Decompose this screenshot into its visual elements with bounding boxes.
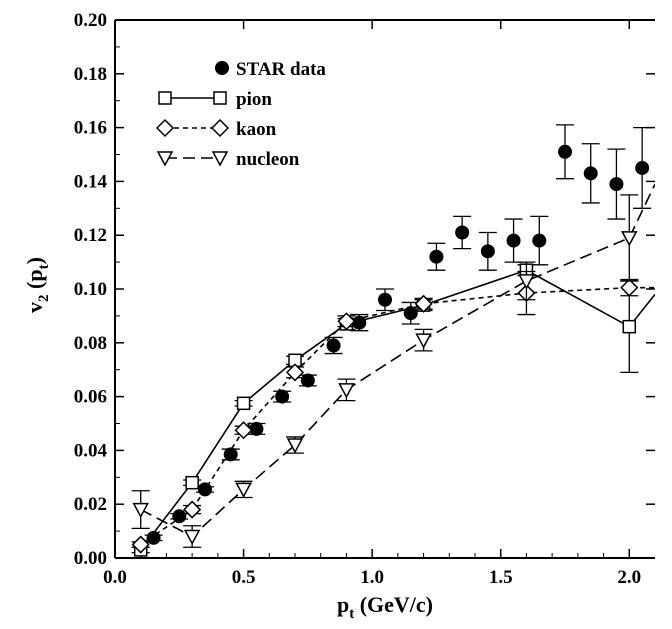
data-point (185, 475, 199, 490)
x-axis: 0.0 0.5 1.0 1.5 2.0 (103, 20, 641, 588)
data-point (415, 333, 432, 349)
data-point (285, 363, 305, 382)
data-point (621, 231, 638, 247)
data-point (198, 482, 212, 497)
data-point (337, 312, 356, 331)
y-tick-label: 0.10 (74, 279, 107, 300)
y-tick-label: 0.00 (74, 548, 107, 569)
data-point (158, 91, 172, 105)
series-line (140, 183, 655, 538)
legend: STAR data pion kaon nucleon (155, 59, 326, 170)
x-tick-label: 1.5 (489, 567, 513, 588)
y-tick-label: 0.14 (74, 171, 108, 192)
data-point (183, 500, 202, 519)
y-axis: 0.00 0.02 0.04 0.06 0.08 0.10 0.12 0.14 0.16 0.18… (74, 10, 655, 569)
data-point (620, 278, 639, 297)
x-tick-label: 0.0 (103, 567, 127, 588)
legend-label: pion (236, 89, 272, 110)
data-point (455, 225, 470, 240)
y-tick-label: 0.04 (74, 440, 108, 461)
data-point (429, 249, 444, 264)
data-point (131, 535, 150, 554)
series-pion (131, 263, 655, 557)
data-point (480, 244, 495, 259)
data-point (558, 144, 572, 159)
data-point (286, 438, 304, 454)
data-point (583, 166, 598, 181)
data-point (532, 233, 547, 248)
data-point (635, 160, 650, 175)
x-tick-label: 1.0 (360, 567, 384, 588)
data-point (172, 509, 187, 524)
legend-label: STAR data (236, 59, 326, 80)
data-point (518, 274, 535, 290)
data-point (609, 177, 624, 192)
series-star-data (144, 124, 652, 545)
data-point (378, 292, 392, 307)
data-point (326, 338, 341, 353)
x-tick-label: 2.0 (617, 567, 641, 588)
series-line (140, 286, 655, 546)
data-point (414, 294, 433, 313)
y-tick-label: 0.20 (74, 10, 107, 31)
legend-item-nucleon: nucleon (156, 149, 300, 170)
y-tick-label: 0.02 (74, 494, 107, 515)
data-point (235, 482, 252, 498)
data-point (234, 421, 253, 440)
series-layer (131, 124, 655, 557)
data-point (156, 151, 174, 167)
legend-label: nucleon (236, 149, 300, 170)
y-tick-label: 0.12 (74, 225, 107, 246)
data-point (132, 502, 149, 519)
y-tick-label: 0.06 (74, 387, 107, 408)
data-point (155, 118, 175, 138)
data-point (183, 529, 201, 546)
series-nucleon (131, 183, 655, 548)
data-point (211, 151, 229, 167)
y-axis-title: v2 (pt) (22, 257, 52, 313)
series-kaon (131, 270, 655, 554)
y-tick-label: 0.18 (74, 64, 107, 85)
data-point (215, 61, 229, 75)
series-line (140, 269, 655, 551)
legend-label: kaon (236, 119, 277, 140)
data-point (338, 383, 355, 399)
data-point (622, 319, 637, 334)
data-point (236, 396, 251, 411)
data-point (223, 447, 238, 462)
data-point (506, 233, 521, 248)
y-tick-label: 0.16 (74, 118, 107, 139)
legend-item-kaon: kaon (155, 118, 277, 140)
legend-item-star-data: STAR data (215, 59, 326, 80)
data-point (249, 421, 264, 436)
data-point (213, 91, 227, 105)
x-tick-label: 0.5 (232, 567, 256, 588)
data-point (275, 389, 290, 404)
data-point (300, 373, 315, 388)
data-point (210, 118, 230, 138)
legend-item-pion: pion (158, 89, 272, 110)
y-tick-label: 0.08 (74, 333, 107, 354)
x-axis-title: pt (GeV/c) (337, 592, 433, 622)
